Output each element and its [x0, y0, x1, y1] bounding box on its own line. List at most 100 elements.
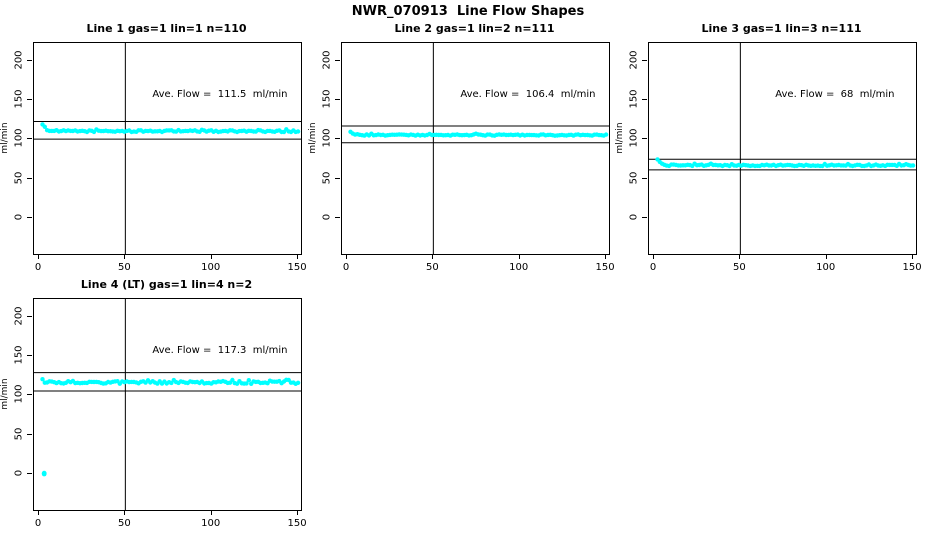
x-tick-label: 100 [816, 262, 836, 273]
ave-flow-annotation: Ave. Flow = 106.4 ml/min [460, 89, 596, 100]
x-tick-mark [653, 254, 654, 259]
x-tick-label: 150 [287, 262, 307, 273]
data-point [246, 378, 251, 383]
x-tick-label: 50 [732, 262, 746, 273]
plot-area [34, 43, 301, 254]
x-tick-mark [739, 254, 741, 259]
y-tick-label: 0 [13, 469, 25, 477]
y-tick-label: 200 [13, 50, 25, 70]
outlier-point [41, 471, 47, 477]
data-point [244, 381, 249, 386]
data-point [603, 132, 609, 137]
y-tick-label: 100 [13, 128, 25, 148]
x-tick-mark [124, 510, 126, 515]
x-tick-label: 0 [342, 262, 350, 273]
panel-title: Line 4 (LT) gas=1 lin=4 n=2 [80, 278, 253, 291]
plot-box [33, 42, 302, 255]
ave-flow-annotation: Ave. Flow = 68 ml/min [775, 89, 895, 100]
plot-box [341, 42, 610, 255]
x-tick-label: 0 [34, 262, 42, 273]
x-tick-mark [518, 254, 520, 259]
data-point [295, 380, 301, 385]
y-tick-mark [27, 217, 32, 218]
x-tick-mark [297, 254, 299, 259]
y-tick-mark [27, 59, 32, 61]
y-tick-mark [642, 177, 647, 179]
x-tick-label: 0 [649, 262, 657, 273]
flow-series [655, 157, 916, 169]
x-tick-label: 0 [34, 518, 42, 529]
y-tick-mark [335, 99, 340, 101]
flow-series [40, 377, 301, 477]
y-tick-label: 100 [13, 384, 25, 404]
y-tick-label: 50 [628, 171, 640, 185]
x-tick-label: 50 [117, 518, 131, 529]
x-tick-mark [432, 254, 434, 259]
data-point [230, 377, 235, 383]
y-tick-label: 150 [13, 89, 25, 109]
plot-area [34, 299, 301, 510]
y-axis-label: ml/min [0, 122, 10, 155]
x-tick-label: 150 [287, 518, 307, 529]
ave-flow-annotation: Ave. Flow = 111.5 ml/min [152, 89, 288, 100]
y-axis-label: ml/min [615, 122, 625, 155]
x-tick-mark [912, 254, 914, 259]
y-tick-mark [27, 433, 32, 435]
y-tick-label: 50 [13, 171, 25, 185]
x-tick-label: 150 [902, 262, 922, 273]
y-tick-label: 0 [628, 213, 640, 221]
page-title: NWR_070913 Line Flow Shapes [351, 4, 585, 19]
x-tick-mark [124, 254, 126, 259]
y-tick-label: 100 [628, 128, 640, 148]
x-tick-label: 100 [509, 262, 529, 273]
x-tick-mark [38, 254, 39, 259]
data-point [910, 163, 916, 168]
x-tick-label: 50 [117, 262, 131, 273]
x-tick-mark [38, 510, 39, 515]
y-axis-label: ml/min [0, 378, 10, 411]
panel-title: Line 3 gas=1 lin=3 n=111 [701, 22, 862, 35]
y-tick-label: 50 [321, 171, 333, 185]
x-tick-mark [210, 254, 212, 259]
x-tick-mark [605, 254, 607, 259]
y-tick-mark [335, 217, 340, 218]
y-tick-mark [27, 394, 32, 396]
y-tick-label: 150 [628, 89, 640, 109]
y-tick-mark [27, 315, 32, 317]
x-tick-label: 100 [201, 518, 221, 529]
y-tick-mark [642, 59, 647, 61]
flow-series [40, 122, 301, 135]
x-tick-mark [825, 254, 827, 259]
data-point [40, 377, 45, 382]
x-tick-mark [346, 254, 347, 259]
y-tick-label: 50 [13, 427, 25, 441]
y-tick-label: 150 [321, 89, 333, 109]
y-tick-label: 200 [321, 50, 333, 70]
y-tick-label: 150 [13, 345, 25, 365]
x-tick-label: 50 [425, 262, 439, 273]
data-point [295, 129, 301, 134]
y-tick-label: 0 [321, 213, 333, 221]
y-tick-mark [27, 355, 32, 357]
y-tick-mark [27, 99, 32, 101]
plot-area [649, 43, 916, 254]
ave-flow-annotation: Ave. Flow = 117.3 ml/min [152, 345, 288, 356]
y-tick-label: 200 [13, 306, 25, 326]
panel-title: Line 1 gas=1 lin=1 n=110 [86, 22, 247, 35]
y-tick-mark [642, 217, 647, 218]
y-tick-mark [27, 473, 32, 474]
y-tick-mark [335, 138, 340, 140]
x-tick-label: 100 [201, 262, 221, 273]
panel-title: Line 2 gas=1 lin=2 n=111 [394, 22, 555, 35]
plot-box [648, 42, 917, 255]
y-tick-mark [27, 138, 32, 140]
y-axis-label: ml/min [308, 122, 318, 155]
y-tick-mark [335, 177, 340, 179]
plot-area [342, 43, 609, 254]
y-tick-label: 100 [321, 128, 333, 148]
y-tick-mark [642, 99, 647, 101]
flow-series [348, 129, 609, 138]
y-tick-mark [27, 177, 32, 179]
y-tick-label: 0 [13, 213, 25, 221]
